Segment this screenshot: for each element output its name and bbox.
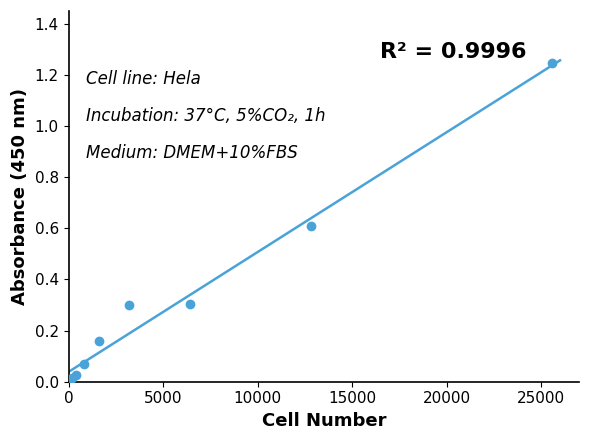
Text: R² = 0.9996: R² = 0.9996 (381, 42, 527, 62)
Text: Cell line: Hela: Cell line: Hela (86, 70, 201, 88)
X-axis label: Cell Number: Cell Number (261, 412, 386, 430)
Y-axis label: Absorbance (450 nm): Absorbance (450 nm) (11, 88, 29, 305)
Text: Incubation: 37°C, 5%CO₂, 1h: Incubation: 37°C, 5%CO₂, 1h (86, 107, 325, 125)
Text: Medium: DMEM+10%FBS: Medium: DMEM+10%FBS (86, 144, 297, 162)
